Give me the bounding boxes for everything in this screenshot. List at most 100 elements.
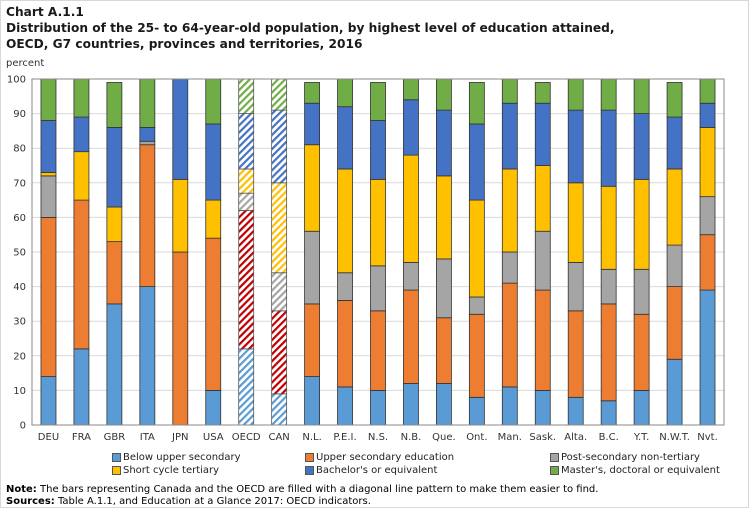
bar-segment — [633, 313, 650, 391]
bar-segment — [501, 102, 518, 170]
bar-segment — [271, 393, 288, 426]
bar-stack-ont — [468, 82, 485, 426]
bar-stack-ita — [139, 78, 156, 426]
bar-segment — [106, 241, 123, 305]
x-tick-label: Man. — [498, 432, 522, 443]
stacked-bar-chart: 0 10 20 30 40 50 60 70 80 90 100 DEU FRA GBR ITA JPN US… — [7, 75, 725, 443]
y-tick-label: 80 — [13, 144, 26, 155]
bar-segment — [468, 396, 485, 426]
x-tick-label: FRA — [72, 432, 91, 443]
bar-stack-pei — [337, 78, 353, 426]
bar-segment — [370, 178, 386, 267]
y-tick-label: 70 — [13, 178, 26, 189]
legend-item: Master's, doctoral or equivalent — [550, 465, 720, 476]
x-axis-ticks: DEU FRA GBR ITA JPN USA OECD CAN N.L. P.E.I. N.S. N… — [38, 432, 718, 443]
bar-stack-alta — [567, 78, 584, 426]
y-tick-label: 10 — [13, 386, 26, 397]
bar-segment — [40, 120, 57, 173]
bar-segment — [633, 178, 650, 270]
bar-segment — [238, 168, 255, 194]
bar-stack-nl — [304, 82, 320, 426]
bar-stack-oecd — [238, 78, 255, 426]
bar-segment — [600, 109, 617, 187]
bar-stack-ns — [370, 82, 386, 426]
bar-segment — [699, 196, 716, 236]
bar-segment — [370, 310, 386, 391]
x-tick-label: Nvt. — [697, 432, 718, 443]
bar-segment — [304, 376, 320, 426]
legend-swatch — [112, 466, 121, 475]
bar-segment — [40, 376, 57, 426]
bar-segment — [567, 78, 584, 111]
bar-segment — [567, 396, 584, 426]
bar-stack-nb — [403, 78, 419, 426]
bar-segment — [436, 109, 452, 177]
bar-segment — [172, 78, 189, 180]
bar-segment — [567, 261, 584, 312]
x-tick-label: Que. — [432, 432, 456, 443]
bar-segment — [205, 123, 222, 201]
bar-segment — [468, 82, 485, 125]
bar-segment — [403, 289, 419, 384]
y-tick-label: 100 — [7, 75, 26, 86]
bar-segment — [403, 383, 419, 426]
bar-segment — [600, 78, 617, 111]
legend-item: Below upper secondary — [112, 452, 241, 463]
bar-segment — [501, 251, 518, 284]
bar-segment — [172, 251, 189, 426]
chart-number: Chart A.1.1 — [6, 5, 84, 19]
y-axis-ticks: 0 10 20 30 40 50 60 70 80 90 100 — [7, 75, 26, 432]
bar-stack-yt — [633, 78, 650, 426]
x-tick-label: GBR — [104, 432, 126, 443]
bar-segment — [238, 78, 255, 114]
bar-segment — [403, 261, 419, 291]
bar-segment — [501, 282, 518, 388]
bar-segment — [436, 383, 452, 426]
bar-segment — [501, 78, 518, 104]
bar-segment — [600, 400, 617, 426]
bar-segment — [139, 286, 156, 426]
bar-segment — [699, 78, 716, 104]
bar-segment — [73, 78, 90, 118]
bar-segment — [139, 127, 156, 142]
bar-stack-nvt — [699, 78, 716, 426]
note-line: Note: The bars representing Canada and t… — [6, 484, 599, 495]
legend-item: Short cycle tertiary — [112, 465, 219, 476]
bar-stack-sask — [534, 82, 551, 426]
bar-segment — [600, 268, 617, 305]
bar-segment — [271, 109, 288, 184]
x-tick-label: P.E.I. — [333, 432, 356, 443]
bar-segment — [40, 175, 57, 218]
bar-segment — [205, 199, 222, 239]
bar-segment — [436, 78, 452, 111]
bar-segment — [370, 120, 386, 180]
y-tick-label: 0 — [20, 421, 26, 432]
bar-segment — [666, 286, 683, 360]
bar-segment — [534, 102, 551, 166]
bar-segment — [271, 182, 288, 274]
bar-segment — [40, 172, 57, 177]
chart-title: Chart A.1.1 Distribution of the 25- to 6… — [6, 4, 615, 52]
bar-segment — [534, 289, 551, 391]
bar-segment — [238, 348, 255, 426]
bar-segment — [139, 144, 156, 287]
bar-segment — [337, 272, 353, 301]
bar-segment — [468, 123, 485, 201]
bar-segment — [337, 386, 353, 426]
bar-segment — [106, 127, 123, 208]
bar-segment — [238, 113, 255, 170]
legend-swatch — [550, 453, 559, 462]
legend-item: Bachelor's or equivalent — [305, 465, 437, 476]
bar-segment — [304, 144, 320, 232]
bar-segment — [567, 109, 584, 184]
bar-segment — [205, 237, 222, 391]
y-tick-label: 20 — [13, 351, 26, 362]
bar-segment — [633, 113, 650, 180]
bar-segment — [633, 78, 650, 114]
bar-stack-nwt — [666, 82, 683, 426]
y-tick-label: 40 — [13, 282, 26, 293]
bar-stack-fra — [73, 78, 90, 426]
bars — [40, 78, 716, 426]
bar-segment — [666, 82, 683, 118]
x-tick-label: N.S. — [368, 432, 388, 443]
